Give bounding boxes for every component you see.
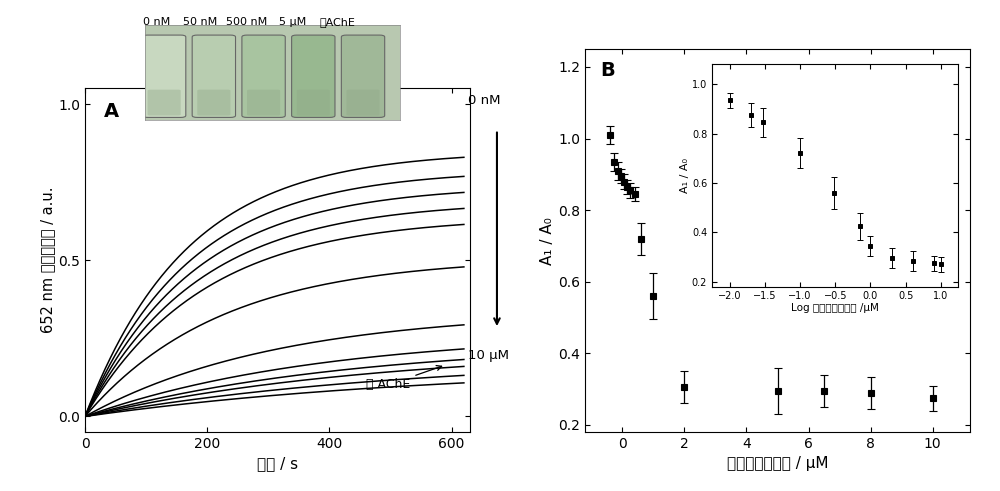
Text: 500 nM: 500 nM (226, 17, 268, 27)
FancyBboxPatch shape (346, 90, 380, 115)
FancyBboxPatch shape (148, 90, 181, 115)
FancyBboxPatch shape (297, 90, 330, 115)
Text: A: A (104, 102, 119, 121)
Text: 0 nM: 0 nM (143, 17, 171, 27)
FancyBboxPatch shape (242, 35, 285, 117)
Text: 5 μM: 5 μM (279, 17, 307, 27)
Text: 无AChE: 无AChE (319, 17, 355, 27)
Y-axis label: 652 nm 处吸光度值 / a.u.: 652 nm 处吸光度值 / a.u. (40, 187, 55, 333)
FancyBboxPatch shape (192, 35, 236, 117)
Text: B: B (600, 60, 615, 80)
Text: 10 μM: 10 μM (468, 350, 509, 362)
X-axis label: 甲基对氧膦浓度 / μM: 甲基对氧膦浓度 / μM (727, 457, 828, 471)
FancyBboxPatch shape (197, 90, 230, 115)
Y-axis label: A₁ / A₀: A₁ / A₀ (540, 217, 555, 265)
FancyBboxPatch shape (292, 35, 335, 117)
Text: 50 nM: 50 nM (183, 17, 217, 27)
X-axis label: 时间 / s: 时间 / s (257, 457, 298, 471)
FancyBboxPatch shape (341, 35, 385, 117)
Text: 无 AChE: 无 AChE (366, 366, 442, 391)
FancyBboxPatch shape (142, 35, 186, 117)
Text: 0 nM: 0 nM (468, 94, 501, 107)
FancyBboxPatch shape (247, 90, 280, 115)
